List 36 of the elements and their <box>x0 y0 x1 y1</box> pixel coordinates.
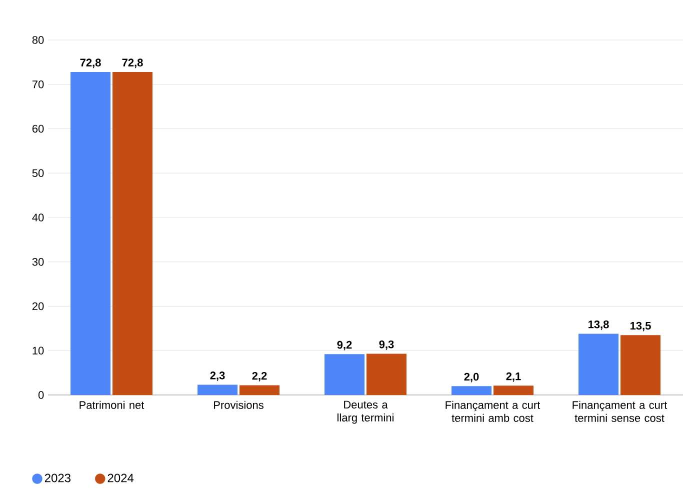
bar <box>70 72 111 395</box>
data-label: 2,3 <box>210 372 225 381</box>
bar <box>366 354 406 395</box>
data-label: 13,8 <box>588 320 609 330</box>
data-label: 13,5 <box>630 322 651 332</box>
bar <box>112 72 153 395</box>
bar <box>578 334 619 395</box>
data-label: 2,2 <box>252 372 267 382</box>
bar <box>620 335 660 395</box>
data-label: 9,2 <box>337 340 352 350</box>
legend-label: 2024 <box>108 474 134 482</box>
bar <box>324 354 365 395</box>
data-label: 2,0 <box>464 372 479 382</box>
legend-label: 2023 <box>44 474 70 482</box>
data-label: 72,8 <box>80 58 101 68</box>
y-tick-label: 80 <box>32 36 44 44</box>
y-tick-label: 30 <box>32 258 44 266</box>
y-tick-label: 10 <box>32 346 44 355</box>
data-label: 72,8 <box>122 58 143 68</box>
bar <box>494 386 534 395</box>
x-tick-label: Patrimoni net <box>80 400 144 409</box>
y-tick-label: 40 <box>32 214 44 222</box>
x-tick-label: Deutes a llarg termini <box>338 400 394 424</box>
bar <box>198 384 238 395</box>
x-tick-label: Finançament a curt termini amb cost <box>446 400 540 422</box>
x-tick-label: Provisions <box>214 400 264 409</box>
y-tick-label: 50 <box>32 169 44 178</box>
y-tick-label: 0 <box>38 391 44 399</box>
y-tick-label: 70 <box>32 80 44 88</box>
bar <box>452 386 492 395</box>
y-tick-label: 60 <box>32 124 44 133</box>
y-tick-label: 20 <box>32 302 44 310</box>
bar <box>240 385 280 395</box>
x-tick-label: Finançament a curt termini sense cost <box>572 400 668 422</box>
data-label: 2,1 <box>506 372 521 382</box>
data-label: 9,3 <box>379 340 394 350</box>
